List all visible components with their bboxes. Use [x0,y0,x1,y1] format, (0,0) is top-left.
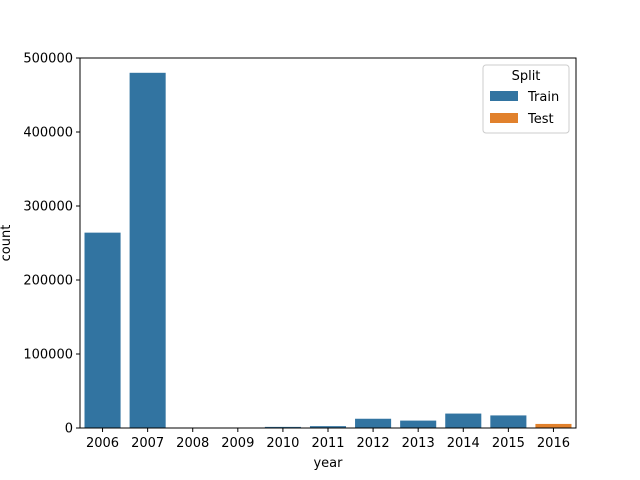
bar-train-2007 [129,72,166,429]
x-tick-label: 2007 [131,436,164,451]
bar-train-2012 [355,418,392,428]
y-tick-label: 300000 [23,200,73,215]
legend: Split Train Test [482,64,570,134]
x-tick-label: 2015 [492,436,525,451]
plot-frame [79,57,577,429]
x-tick-label: 2011 [311,436,344,451]
bar-train-2015 [490,415,527,428]
x-tick-label: 2006 [86,436,119,451]
bar-train-2010 [264,426,301,428]
x-tick-label: 2013 [402,436,435,451]
y-tick-label: 500000 [23,52,73,67]
bar-train-2006 [84,232,121,428]
bars-group [84,72,572,429]
x-tick-label: 2016 [537,436,570,451]
x-tick-label: 2014 [447,436,480,451]
legend-swatch-test [490,113,518,123]
y-tick-label: 200000 [23,274,73,289]
bar-train-2013 [400,420,437,428]
legend-label-train: Train [527,90,559,105]
y-axis: 0 100000 200000 300000 400000 500000 [23,52,80,437]
x-tick-label: 2009 [221,436,254,451]
y-tick-label: 100000 [23,348,73,363]
legend-swatch-train [490,91,518,101]
y-tick-label: 400000 [23,126,73,141]
x-axis: 2006 2007 2008 2009 2010 2011 2012 2013 2014 2015… [86,428,570,451]
bar-test-2016 [535,423,572,428]
bar-train-2014 [445,413,482,428]
legend-title: Split [512,69,541,84]
x-axis-title: year [313,456,343,471]
x-tick-label: 2008 [176,436,209,451]
y-axis-title: count [0,225,14,262]
legend-label-test: Test [527,112,554,127]
y-tick-label: 0 [65,422,73,437]
x-tick-label: 2012 [357,436,390,451]
x-tick-label: 2010 [266,436,299,451]
bar-train-2011 [309,426,347,428]
